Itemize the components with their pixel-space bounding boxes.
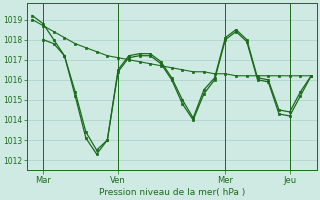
X-axis label: Pression niveau de la mer( hPa ): Pression niveau de la mer( hPa ) [99,188,245,197]
